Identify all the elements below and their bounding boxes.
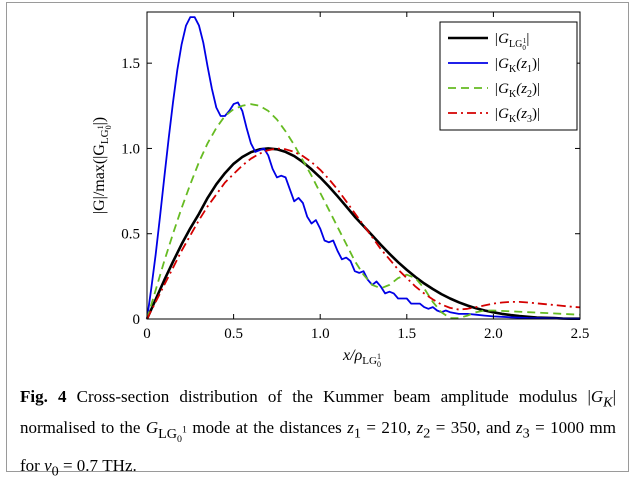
legend-sub: K — [509, 114, 517, 125]
caption-g: G — [145, 418, 159, 438]
x-axis-label: x/ρLG01 — [342, 347, 381, 369]
legend-main: |G — [494, 56, 509, 72]
legend-sub-sub: 0 — [522, 44, 526, 52]
legend-sub: K — [509, 89, 517, 100]
legend-arg: (z — [516, 56, 527, 72]
legend-box — [439, 21, 578, 131]
legend-end: )| — [532, 56, 540, 72]
caption-text-5: = 350, and — [430, 418, 516, 438]
legend-sub: LG — [509, 39, 522, 50]
x-axis-label-sub-sub: 0 — [377, 360, 381, 369]
legend-main: |G — [494, 31, 509, 47]
caption-z1: z — [347, 418, 354, 438]
plot-area-box — [146, 11, 581, 320]
x-tick-label: 1.0 — [311, 326, 330, 342]
y-axis-label-sub-sup: 1 — [96, 125, 105, 129]
legend-main: |G — [494, 106, 509, 122]
caption-g-sub-sup: 1 — [181, 424, 187, 436]
legend-arg-sub: 1 — [527, 64, 532, 75]
legend-entry-3: |GK(z2)| — [494, 81, 540, 100]
x-tick-label: 2.5 — [571, 326, 590, 342]
caption-g-sub: LG — [158, 425, 178, 442]
legend-entry-1: |GLG01| — [494, 31, 529, 52]
y-axis-label: |G|/max(|GLG01|) — [91, 117, 113, 214]
legend-end: )| — [532, 106, 540, 122]
y-axis-label-main: |G|/max(|G — [91, 144, 108, 214]
caption-text-4: = 210, — [360, 418, 417, 438]
y-tick-label: 1.0 — [121, 141, 140, 157]
x-tick-label: 0.5 — [224, 326, 243, 342]
caption-z2: z — [416, 418, 424, 438]
caption-text-2: | normalised to the — [20, 387, 617, 438]
caption-text-6: = 1000 mm for — [20, 418, 616, 475]
x-axis-label-sub: LG — [362, 355, 377, 367]
legend-entry-4: |GK(z3)| — [494, 106, 540, 125]
x-axis-label-main: x/ρ — [342, 347, 363, 364]
caption-text-7: = 0.7 THz. — [58, 455, 137, 475]
legend-arg-sub: 2 — [527, 89, 532, 100]
caption-z2-sub: 2 — [423, 425, 431, 442]
figure-number: Fig. 4 — [20, 387, 67, 406]
caption-gk: G — [590, 387, 604, 406]
caption-text-3: mode at the distances — [186, 418, 348, 438]
y-tick-label: 0 — [133, 312, 141, 328]
caption-nu: ν — [44, 455, 52, 475]
legend-sub-sup: 1 — [523, 37, 527, 45]
y-tick-label: 1.5 — [121, 56, 140, 72]
legend-end: | — [526, 31, 529, 47]
x-axis-label-sub-sup: 1 — [377, 352, 381, 361]
legend-entry-2: |GK(z1)| — [494, 56, 540, 75]
line-chart: 0 0.5 1.0 1.5 2.0 2.500.51.01.5x/ρLG01|G|/max… — [91, 11, 590, 369]
legend-arg: (z — [516, 106, 527, 122]
caption-nu-sub: 0 — [51, 463, 59, 479]
caption-z3: z — [515, 418, 523, 438]
y-tick-label: 0.5 — [121, 227, 140, 243]
x-tick-label: 2.0 — [484, 326, 503, 342]
caption-text-1: Cross-section distribution of the Kummer… — [66, 387, 591, 406]
x-tick-label: 0 — [143, 326, 151, 342]
legend-arg-sub: 3 — [527, 114, 532, 125]
legend-end: )| — [532, 81, 540, 97]
legend-main: |G — [494, 81, 509, 97]
series-line-1 — [145, 147, 580, 320]
x-tick-label: 1.5 — [397, 326, 416, 342]
series-line-4 — [146, 147, 581, 320]
y-axis-label-sub: LG — [99, 129, 111, 144]
series-line-3 — [146, 103, 581, 320]
caption-z1-sub: 1 — [353, 425, 361, 442]
legend-arg: (z — [516, 81, 527, 97]
caption-gk-sub: K — [603, 394, 613, 411]
caption-g-sub-sub: 0 — [177, 433, 182, 445]
y-axis-label-sub-sub: 0 — [104, 125, 113, 129]
figure-caption: Fig. 4 Cross-section distribution of the… — [20, 384, 616, 484]
series-line-2 — [146, 16, 581, 320]
legend-sub: K — [509, 64, 517, 75]
y-axis-label-end: |) — [91, 117, 108, 126]
caption-z3-sub: 3 — [522, 425, 530, 442]
